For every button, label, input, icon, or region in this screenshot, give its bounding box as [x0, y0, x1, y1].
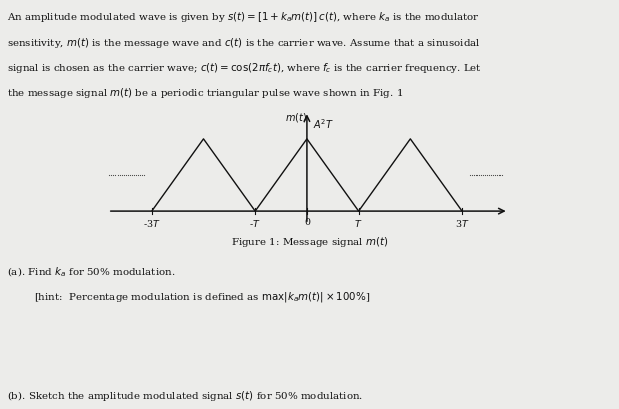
Text: (a). Find $k_a$ for 50% modulation.: (a). Find $k_a$ for 50% modulation.: [7, 265, 176, 279]
Text: (b). Sketch the amplitude modulated signal $s(t)$ for 50% modulation.: (b). Sketch the amplitude modulated sign…: [7, 389, 363, 402]
Text: $m(t)$: $m(t)$: [285, 111, 306, 124]
Text: 0: 0: [304, 218, 310, 227]
Text: the message signal $m(t)$ be a periodic triangular pulse wave shown in Fig. 1: the message signal $m(t)$ be a periodic …: [7, 86, 404, 100]
Text: 3$T$: 3$T$: [455, 218, 469, 229]
Text: $T$: $T$: [355, 218, 363, 229]
Text: Figure 1: Message signal $m(t)$: Figure 1: Message signal $m(t)$: [231, 235, 388, 249]
Text: [hint:  Percentage modulation is defined as $\max|k_a m(t)| \times 100\%$]: [hint: Percentage modulation is defined …: [34, 290, 370, 303]
Text: $A^2T$: $A^2T$: [313, 117, 334, 131]
Text: -3$T$: -3$T$: [143, 218, 160, 229]
Text: signal is chosen as the carrier wave; $c(t) = \cos(2\pi f_c t)$, where $f_c$ is : signal is chosen as the carrier wave; $c…: [7, 61, 482, 75]
Text: -$T$: -$T$: [249, 218, 261, 229]
Text: An amplitude modulated wave is given by $s(t) = [1 + k_a m(t)]\,c(t)$, where $k_: An amplitude modulated wave is given by …: [7, 10, 480, 24]
Text: sensitivity, $m(t)$ is the message wave and $c(t)$ is the carrier wave. Assume t: sensitivity, $m(t)$ is the message wave …: [7, 36, 481, 49]
